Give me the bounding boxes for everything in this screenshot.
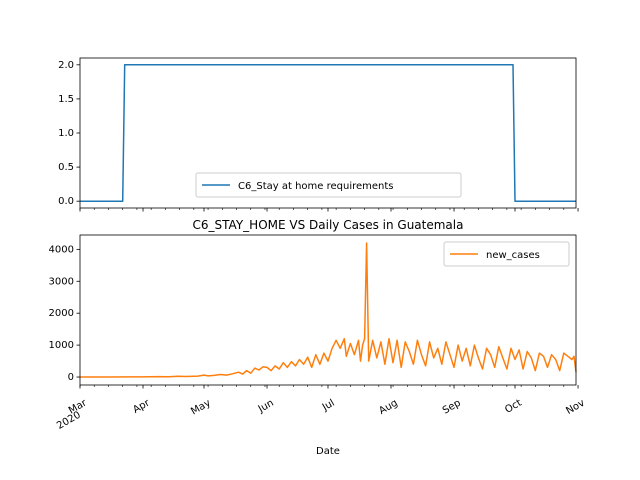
top-legend: C6_Stay at home requirements: [195, 172, 462, 198]
y-tick-label: 4000: [49, 244, 74, 255]
bottom-plot-lines: [80, 242, 577, 378]
stay-home-series-line: [80, 64, 576, 202]
top-legend-box: [195, 172, 462, 198]
top-legend-label: C6_Stay at home requirements: [238, 181, 394, 192]
top-axes: 0.0 0.5 1.0 1.5 2.0 C6_Stay at home requirem…: [58, 57, 579, 212]
y-tick-label: 2000: [49, 308, 74, 319]
bottom-axes-frame: [79, 234, 577, 386]
y-tick-label: 1000: [49, 340, 74, 351]
y-tick-label: 1.5: [58, 94, 74, 105]
y-tick-label: 0.5: [58, 162, 74, 173]
bottom-legend: new_cases: [443, 241, 570, 267]
y-tick-label: 2.0: [58, 60, 74, 71]
top-plot-lines: [80, 64, 576, 202]
y-tick-label: 3000: [49, 276, 74, 287]
bottom-legend-label: new_cases: [486, 250, 540, 261]
x-axis-label: Date: [316, 446, 340, 457]
y-tick-label: 0: [68, 372, 74, 383]
new-cases-series-line: [80, 242, 577, 378]
top-axes-frame: [79, 57, 577, 209]
top-y-ticks: 0.0 0.5 1.0 1.5 2.0: [58, 60, 80, 207]
y-tick-label: 0.0: [58, 196, 74, 207]
bottom-y-ticks: 0 1000 2000 3000 4000: [49, 244, 80, 383]
y-tick-label: 1.0: [58, 128, 74, 139]
bottom-legend-box: [443, 241, 570, 267]
chart-title: C6_STAY_HOME VS Daily Cases in Guatemala: [193, 218, 464, 232]
